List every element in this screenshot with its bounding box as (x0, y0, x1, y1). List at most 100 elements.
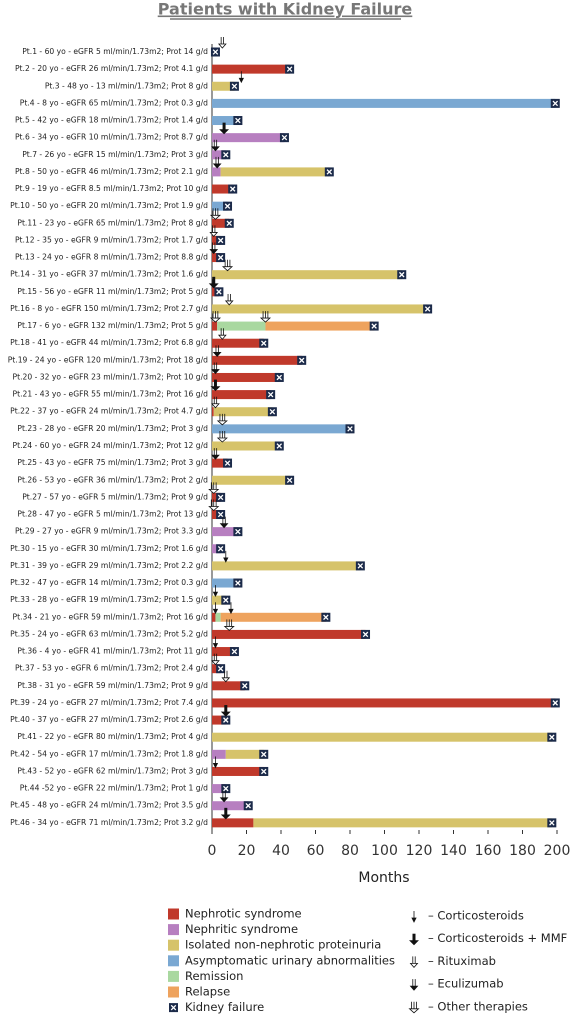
kidney-failure-marker (266, 390, 276, 400)
row-label: Pt.44 -52 yo - eGFR 22 ml/min/1.73m2; Pr… (20, 784, 208, 793)
failure-cross (371, 323, 377, 329)
status-segment (212, 355, 302, 365)
status-segment (212, 390, 271, 400)
kidney-failure-marker (397, 270, 407, 280)
failure-cross (323, 614, 329, 621)
arrow-head (212, 591, 219, 598)
arrow-head (216, 420, 228, 426)
kidney-failure-marker (216, 235, 226, 245)
arrow-head (208, 488, 220, 494)
failure-cross (242, 683, 248, 689)
treatment-marker (208, 499, 220, 512)
status-segment (212, 527, 238, 537)
status-segment (212, 201, 228, 211)
status-segment (212, 818, 254, 828)
treatment-marker (216, 413, 228, 426)
arrow-head (212, 608, 219, 615)
arrow-head (211, 403, 220, 409)
status-segment (212, 715, 226, 725)
failure-cross (223, 785, 229, 792)
arrow-head (209, 214, 222, 220)
treatment-marker (217, 37, 227, 49)
kidney-failure-marker (243, 801, 253, 811)
row-label: Pt.33 - 28 yo - eGFR 19 ml/min/1.73m2; P… (10, 595, 208, 604)
kidney-failure-marker (221, 715, 231, 725)
status-segment (220, 167, 330, 177)
kidney-failure-marker (274, 441, 284, 451)
kidney-failure-marker (369, 321, 379, 331)
failure-cross (231, 648, 238, 655)
status-segment (212, 612, 216, 622)
failure-cross (260, 751, 267, 758)
treatment-marker (211, 396, 220, 409)
treatment-marker (220, 807, 231, 820)
row-label: Pt.39 - 24 yo - eGFR 27 ml/min/1.73m2; P… (10, 698, 208, 707)
failure-cross (276, 443, 283, 449)
kidney-failure-marker (550, 698, 560, 708)
status-segment (212, 424, 350, 434)
status-segment (212, 64, 290, 74)
arrow-head (217, 334, 227, 340)
legend-swatch (168, 924, 179, 936)
status-segment (212, 561, 361, 571)
legend-swatch (168, 955, 179, 967)
kidney-failure-marker (233, 116, 243, 126)
chart-title: Patients with Kidney Failure (158, 0, 413, 19)
arrow-head (221, 677, 231, 683)
kidney-failure-marker (216, 664, 226, 674)
failure-cross (217, 254, 224, 261)
legend-treatment-icon (409, 979, 419, 991)
status-segment (212, 270, 402, 280)
row-label: Pt.23 - 28 yo - eGFR 20 ml/min/1.73m2; P… (17, 424, 208, 433)
failure-cross (549, 734, 555, 740)
row-label: Pt.38 - 31 yo - eGFR 59 ml/min/1.73m2; P… (17, 681, 208, 690)
legend-treatment-icon (408, 1001, 420, 1014)
arrow-head (211, 146, 220, 152)
kidney-failure-marker (324, 167, 334, 177)
status-segment (212, 732, 552, 742)
failure-cross (286, 66, 293, 72)
status-segment (212, 629, 366, 639)
treatment-marker (212, 602, 219, 615)
kidney-failure-marker (214, 287, 224, 297)
failure-cross (552, 100, 559, 107)
arrow-head (219, 523, 229, 529)
arrow-head (408, 1008, 420, 1014)
row-label: Pt.27 - 57 yo - eGFR 5 ml/min/1.73m2; Pr… (22, 492, 208, 501)
status-segment (212, 218, 230, 228)
failure-cross (398, 271, 405, 278)
treatment-marker (219, 790, 229, 803)
failure-cross (231, 83, 238, 90)
legend-treatment-icon (409, 956, 419, 969)
status-segment (212, 647, 235, 657)
row-label: Pt.30 - 15 yo - eGFR 30 ml/min/1.73m2; P… (10, 544, 208, 553)
row-label: Pt.28 - 47 yo - eGFR 5 ml/min/1.73m2; Pr… (17, 510, 208, 519)
arrow-head (219, 797, 229, 803)
treatment-marker (211, 362, 220, 375)
failure-cross (276, 374, 283, 381)
treatment-marker (208, 482, 220, 494)
arrow-head (259, 317, 272, 323)
kidney-failure-marker (259, 338, 269, 348)
row-label: Pt.1 - 60 yo - eGFR 5 ml/min/1.73m2; Pro… (22, 47, 208, 56)
arrow-head (211, 369, 220, 375)
status-segment (212, 578, 238, 588)
row-label: Pt.19 - 24 yo - eGFR 120 ml/min/1.73m2; … (8, 355, 208, 364)
row-label: Pt.29 - 27 yo - eGFR 9 ml/min/1.73m2; Pr… (15, 527, 208, 536)
status-segment (253, 818, 552, 828)
arrow-head (228, 608, 234, 615)
row-label: Pt.34 - 21 yo - eGFR 59 ml/min/1.73m2; P… (13, 612, 209, 621)
failure-cross (552, 700, 559, 706)
legend-label: Isolated non-nephrotic proteinuria (185, 938, 381, 952)
treatment-marker (228, 602, 234, 615)
kidney-failure-marker (267, 407, 277, 417)
treatment-marker (209, 208, 222, 220)
kidney-failure-marker (229, 81, 239, 91)
failure-cross (245, 802, 251, 809)
row-label: Pt.4 - 8 yo - eGFR 65 ml/min/1.73m2; Pro… (20, 98, 208, 107)
kidney-failure-marker (233, 527, 243, 537)
failure-cross (217, 665, 224, 672)
kidney-failure-marker (285, 64, 295, 74)
row-label: Pt.20 - 32 yo - eGFR 23 ml/min/1.73m2; P… (13, 372, 209, 381)
